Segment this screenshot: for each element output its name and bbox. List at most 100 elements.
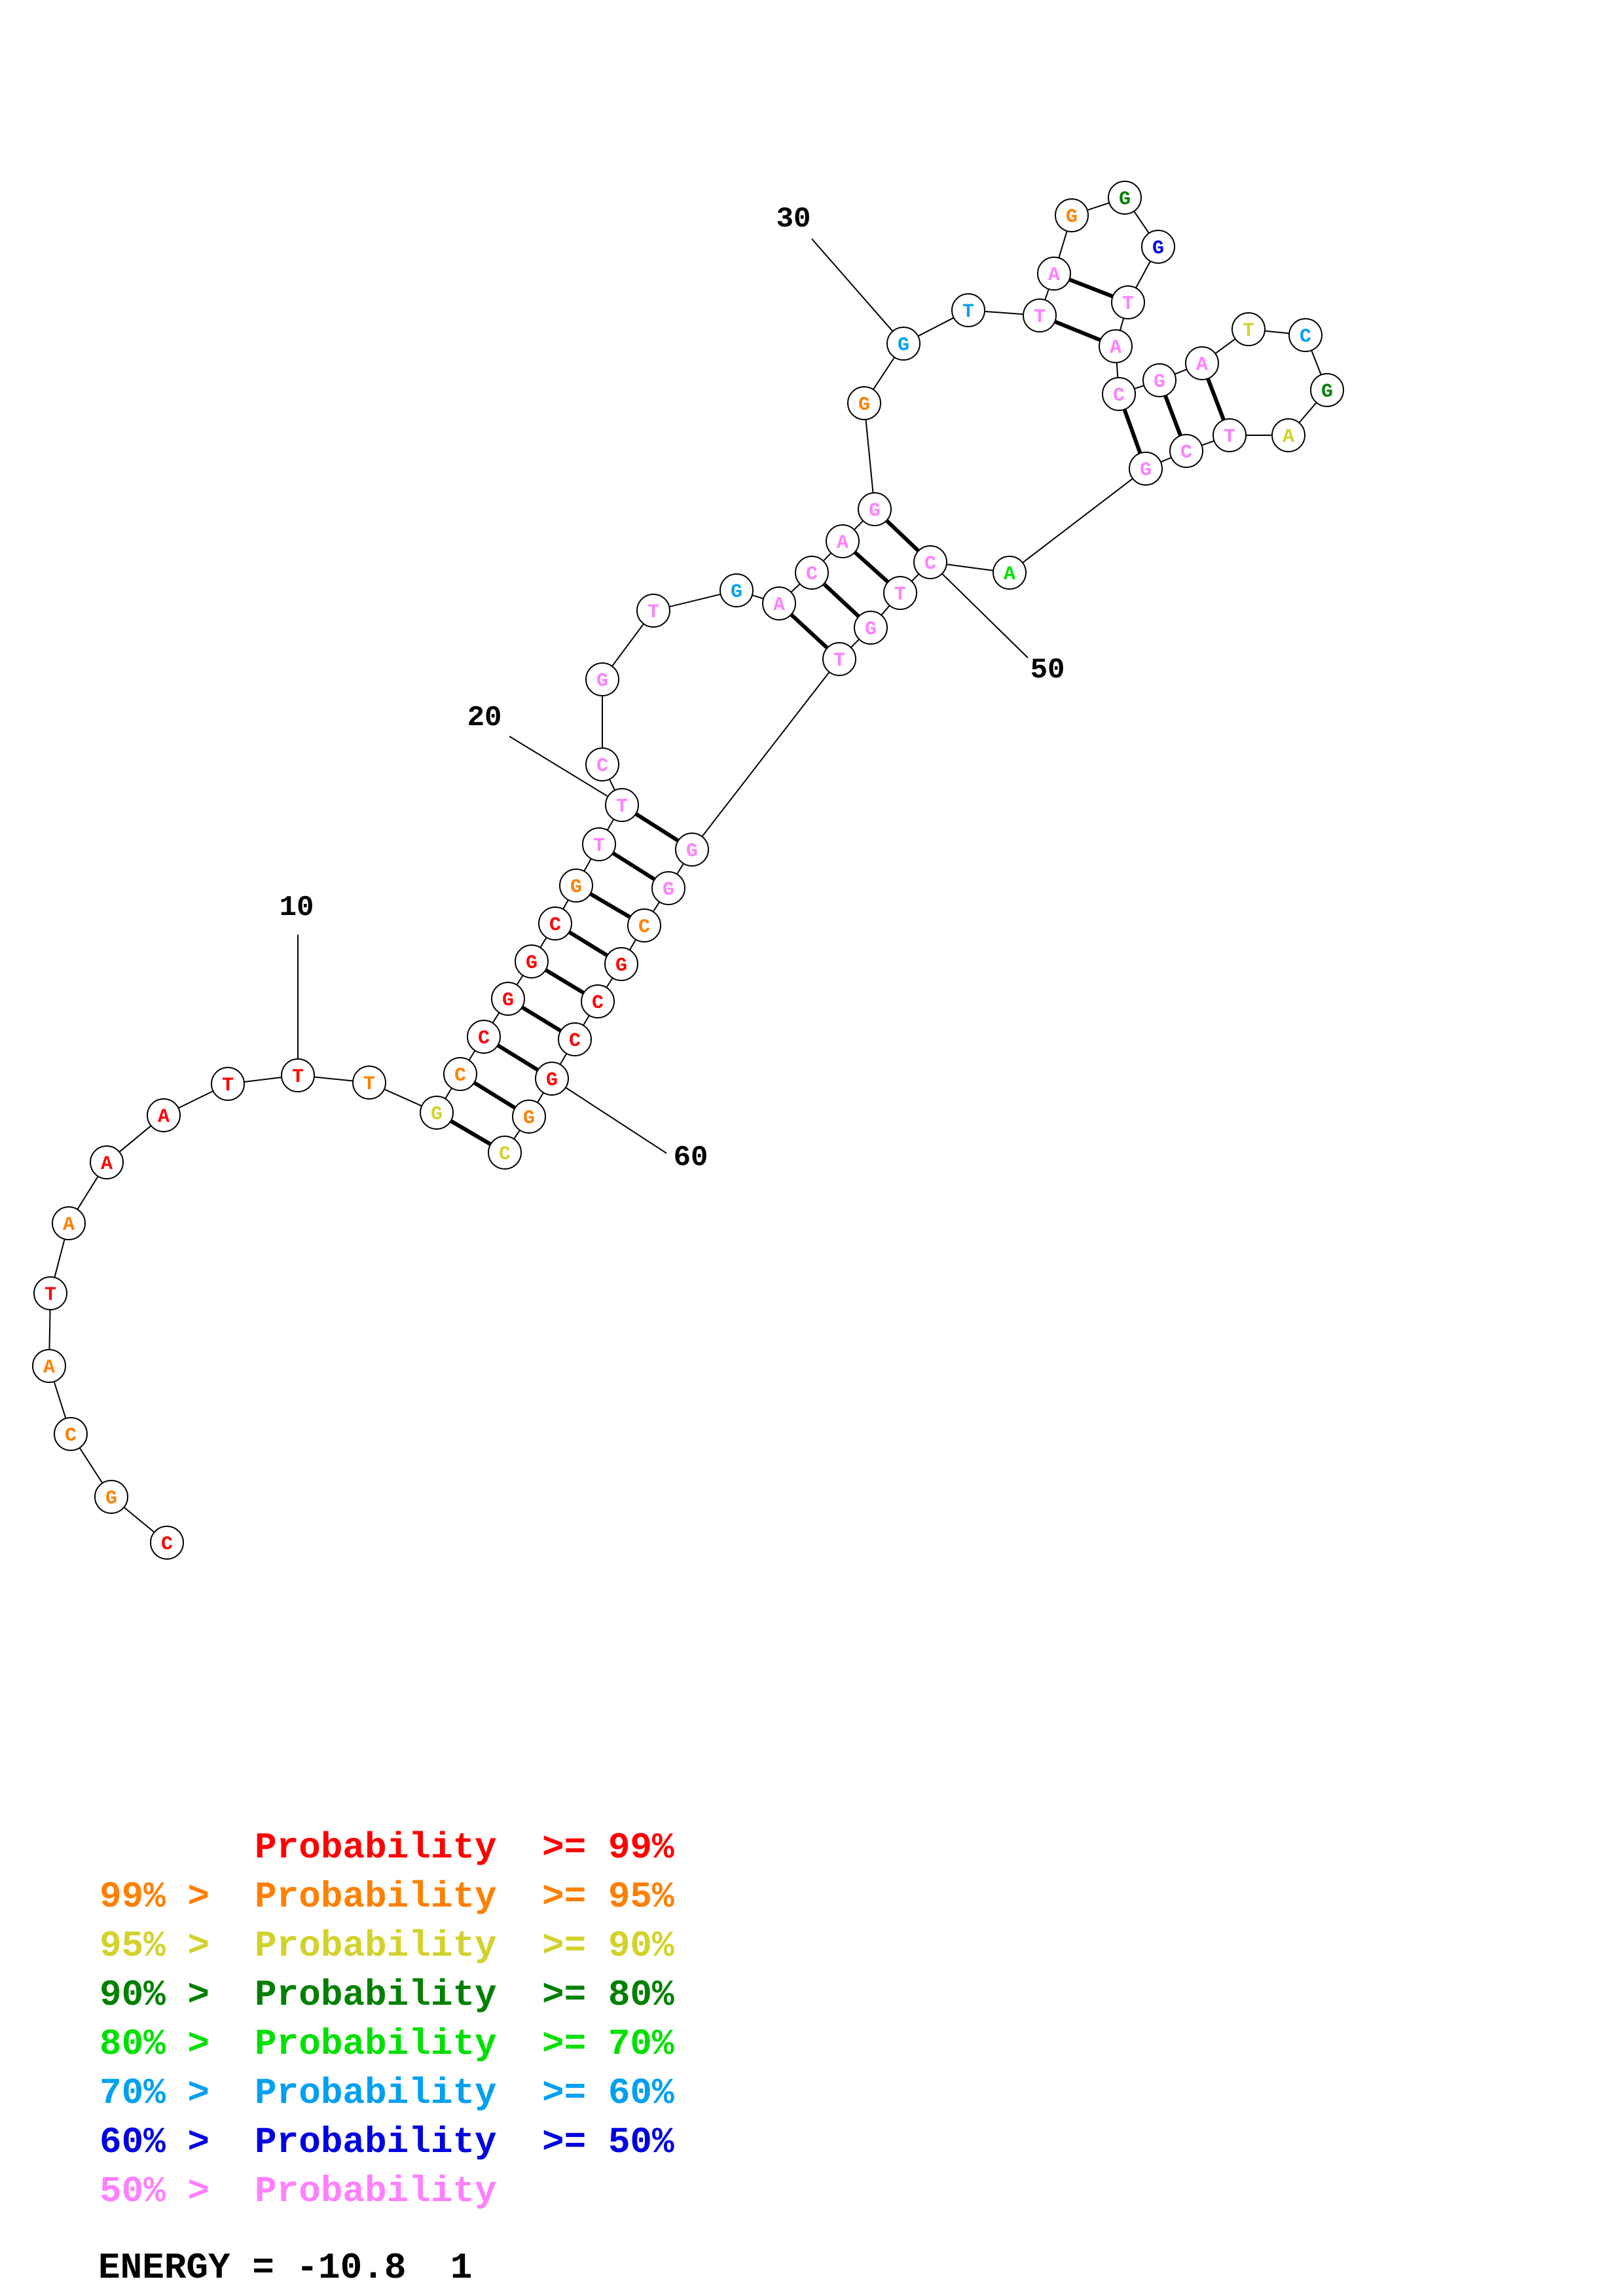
backbone-segment — [872, 357, 896, 390]
nucleotide-circle — [651, 871, 685, 905]
nucleotide-circle — [822, 642, 856, 676]
nucleotide-letter: G — [1152, 238, 1164, 260]
nucleotide-circle — [420, 1096, 454, 1130]
nucleotide-circle — [585, 747, 619, 781]
nucleotide-33: A — [1037, 257, 1071, 291]
backbone-segment — [917, 317, 955, 337]
legend-probability-label: Probability — [255, 2170, 497, 2212]
backbone-segment — [752, 594, 764, 600]
base-pair-bond — [1163, 395, 1182, 437]
nucleotide-circle — [54, 1417, 88, 1451]
nucleotide-circle — [1185, 346, 1219, 380]
nucleotide-circle — [1129, 452, 1163, 486]
nucleotide-circle — [515, 944, 549, 978]
backbone-segment — [629, 939, 637, 951]
nucleotide-53: T — [822, 642, 856, 676]
position-label: 20 — [467, 702, 502, 734]
nucleotide-circle — [1213, 418, 1247, 452]
nucleotide-circle — [913, 545, 947, 579]
nucleotide-4: A — [32, 1349, 66, 1383]
nucleotide-letter: C — [65, 1425, 77, 1447]
legend-upper-bound: >= 90% — [542, 1925, 674, 1967]
position-label: 10 — [280, 891, 314, 924]
base-pair-bond — [1068, 278, 1114, 298]
nucleotide-circle — [604, 947, 638, 981]
nucleotide-letter: A — [63, 1214, 75, 1236]
nucleotide-circle — [52, 1206, 86, 1240]
nucleotide-letter: C — [806, 564, 818, 586]
nucleotide-circle — [951, 293, 985, 327]
nucleotide-circle — [1023, 298, 1057, 332]
base-pair-bond — [568, 930, 609, 958]
nucleotide-41: A — [1185, 346, 1219, 380]
nucleotide-circle — [1141, 230, 1175, 264]
nucleotide-circle — [854, 611, 888, 645]
backbone-segment — [611, 623, 644, 667]
nucleotide-circle — [605, 788, 639, 822]
backbone-segment — [822, 552, 832, 562]
nucleotide-letter: G — [105, 1488, 117, 1510]
nucleotide-51: T — [883, 576, 917, 610]
legend-row: 80% > Probability >= 70% — [100, 2023, 674, 2065]
nucleotide-circle — [993, 556, 1027, 590]
nucleotide-circle — [585, 662, 619, 696]
nucleotide-circle — [627, 908, 661, 942]
nucleotide-circle — [558, 1022, 592, 1056]
nucleotide-letter: A — [1048, 264, 1060, 287]
legend-lower-bound: 80% > — [100, 2023, 210, 2065]
nucleotide-letter: G — [546, 1069, 558, 1092]
nucleotide-letter: C — [592, 992, 604, 1014]
nucleotide-circle — [1102, 377, 1136, 411]
nucleotide-circle — [1310, 373, 1344, 407]
nucleotide-letter: T — [1243, 320, 1254, 342]
legend-upper-bound: >= 95% — [542, 1876, 674, 1918]
nucleotide-35: G — [1108, 181, 1142, 215]
nucleotide-letter: C — [549, 914, 561, 937]
nucleotide-circle — [443, 1057, 477, 1091]
backbone-segment — [850, 638, 860, 649]
backbone-segment — [559, 1053, 568, 1065]
nucleotide-circle — [32, 1349, 66, 1383]
legend-lower-bound: 50% > — [100, 2170, 210, 2212]
position-tick — [565, 1086, 667, 1154]
backbone-segment — [946, 564, 994, 571]
nucleotide-39: C — [1102, 377, 1136, 411]
nucleotide-letter: C — [454, 1065, 466, 1087]
legend-upper-bound: >= 80% — [542, 1974, 674, 2016]
backbone-segment — [539, 937, 547, 948]
nucleotide-letter: A — [1004, 564, 1015, 586]
legend-probability-label: Probability — [255, 1974, 497, 2016]
backbone-segment — [178, 1090, 213, 1109]
base-pair-bond — [1054, 319, 1101, 342]
legend-probability-label: Probability — [255, 2121, 497, 2163]
backbone-segment — [1134, 385, 1144, 389]
base-pair-bond — [611, 851, 656, 882]
nucleotide-circle — [636, 594, 670, 628]
nucleotide-circle — [1111, 285, 1145, 319]
backbone-lines — [48, 202, 1322, 1533]
nucleotide-23: T — [636, 594, 670, 628]
nucleotide-letter: C — [924, 553, 936, 575]
nucleotide-letter: G — [431, 1103, 443, 1126]
nucleotide-letter: A — [837, 532, 848, 554]
nucleotide-13: C — [443, 1057, 477, 1091]
base-pair-bond — [520, 1005, 562, 1033]
backbone-segment — [1044, 289, 1049, 300]
nucleotide-47: C — [1169, 434, 1203, 468]
legend-row: 60% > Probability >= 50% — [100, 2121, 674, 2163]
probability-legend: Probability >= 99%99% > Probability >= 95%9… — [100, 1827, 674, 2212]
nucleotide-letter: A — [1283, 426, 1294, 448]
nucleotide-60: G — [535, 1062, 569, 1096]
nucleotide-letter: G — [523, 1107, 535, 1130]
legend-upper-bound: >= 60% — [542, 2072, 674, 2114]
nucleotide-circle — [512, 1100, 546, 1134]
backbone-segment — [513, 1130, 520, 1139]
nucleotide-21: C — [585, 747, 619, 781]
nucleotide-circle — [467, 1020, 501, 1054]
nucleotide-28: G — [858, 492, 892, 526]
legend-lower-bound: 90% > — [100, 1974, 210, 2016]
nucleotide-letter: A — [1196, 354, 1208, 376]
nucleotide-circle — [581, 984, 615, 1018]
nucleotide-letter: G — [663, 879, 674, 901]
